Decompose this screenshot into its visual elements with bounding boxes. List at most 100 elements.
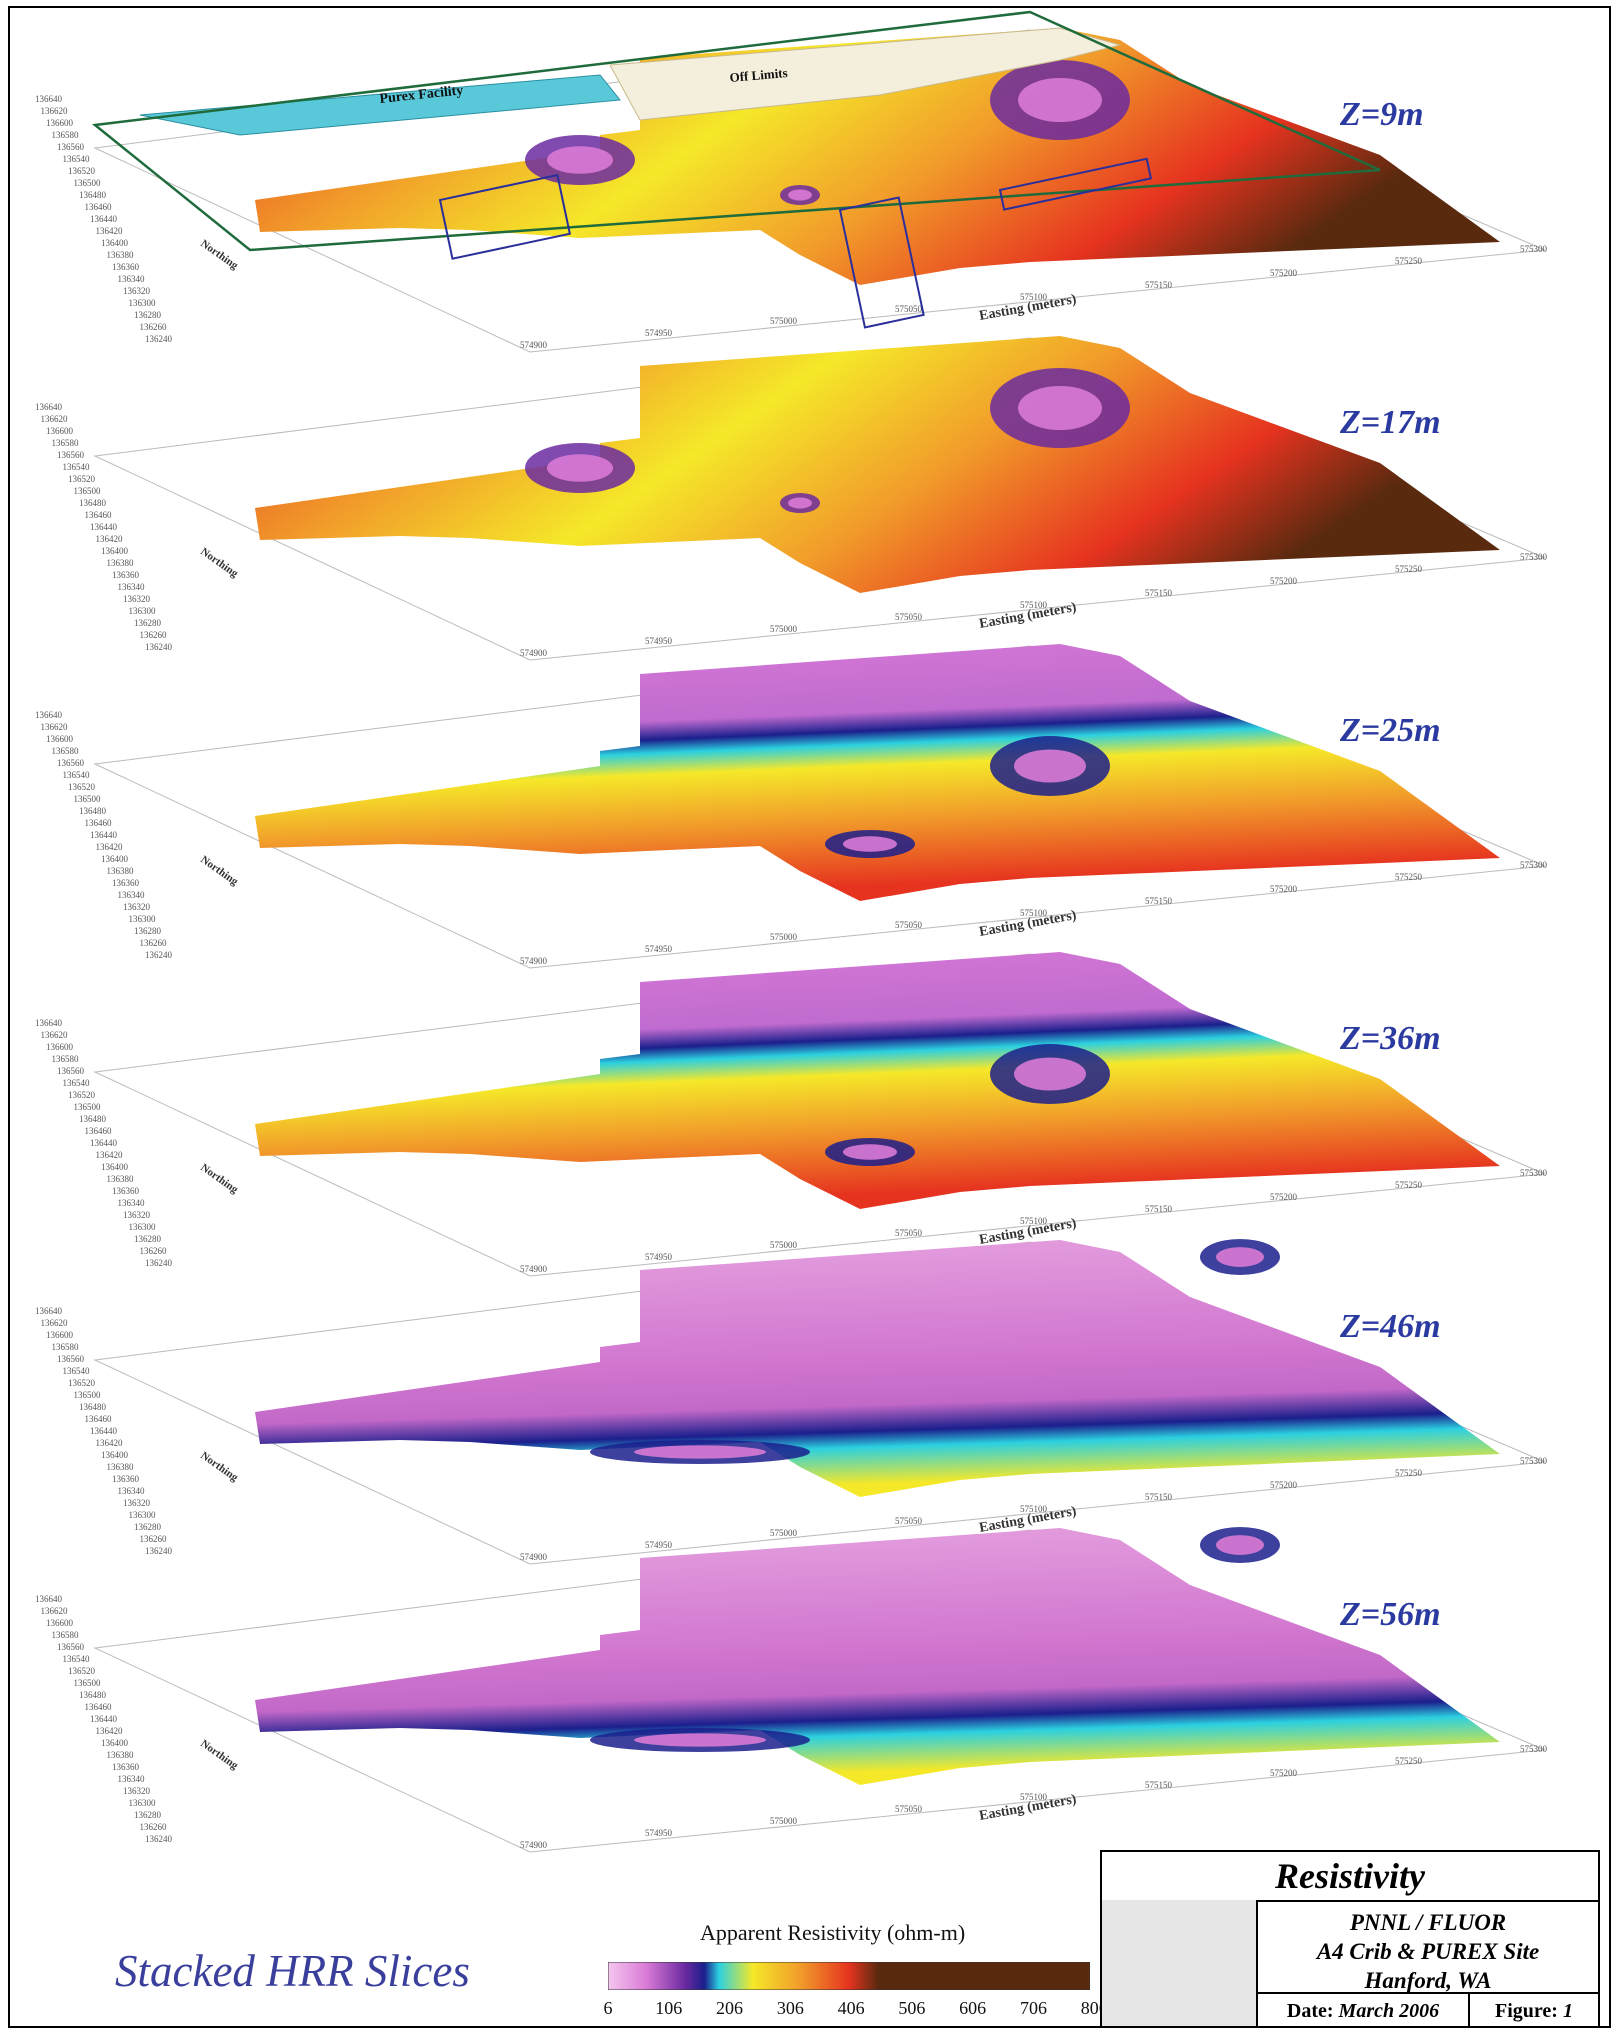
northing-tick: 136360	[112, 1186, 140, 1196]
northing-tick: 136320	[123, 902, 151, 912]
anomaly-core	[1014, 1057, 1086, 1091]
northing-tick: 136580	[52, 1342, 80, 1352]
easting-tick: 575250	[1395, 564, 1423, 574]
northing-tick: 136360	[112, 262, 140, 272]
easting-tick: 574950	[645, 1540, 673, 1550]
date-value: March 2006	[1338, 2000, 1440, 2022]
northing-tick: 136420	[96, 1726, 124, 1736]
legend-tick: 6	[603, 1998, 613, 2018]
legend-title: Apparent Resistivity (ohm-m)	[700, 1920, 966, 1945]
northing-tick: 136560	[57, 758, 85, 768]
easting-tick: 575050	[895, 304, 923, 314]
northing-tick: 136400	[101, 1450, 129, 1460]
northing-tick: 136320	[123, 286, 151, 296]
anomaly-core	[1018, 78, 1102, 122]
resistivity-surface	[255, 1240, 1500, 1497]
northing-tick: 136560	[57, 1066, 85, 1076]
easting-tick: 575300	[1520, 1456, 1548, 1466]
easting-tick: 575200	[1270, 884, 1298, 894]
easting-tick: 575300	[1520, 552, 1548, 562]
northing-tick: 136520	[68, 166, 96, 176]
easting-tick: 575000	[770, 316, 798, 326]
northing-tick: 136480	[79, 1402, 107, 1412]
easting-tick: 574950	[645, 1252, 673, 1262]
northing-tick: 136600	[46, 734, 74, 744]
easting-tick: 574900	[520, 1840, 548, 1850]
easting-tick: 575000	[770, 932, 798, 942]
easting-tick: 575150	[1145, 1204, 1173, 1214]
northing-tick: 136420	[96, 1438, 124, 1448]
northing-tick: 136280	[134, 1810, 162, 1820]
northing-tick: 136480	[79, 190, 107, 200]
northing-tick: 136620	[41, 414, 69, 424]
northing-tick: 136500	[74, 794, 102, 804]
northing-tick: 136340	[118, 582, 146, 592]
northing-tick: 136500	[74, 1678, 102, 1688]
northing-tick: 136580	[52, 1630, 80, 1640]
org-line-1: PNNL / FLUOR	[1349, 1910, 1507, 1935]
slice-1: 136640 136620 136600 136580 136560 136540 1365…	[35, 10, 1548, 353]
easting-tick: 574900	[520, 648, 548, 658]
easting-tick: 574950	[645, 636, 673, 646]
slice-3: 136640 136620 136600 136580 136560 136540 1365…	[35, 644, 1548, 969]
northing-tick: 136540	[63, 1654, 91, 1664]
northing-tick: 136540	[63, 1078, 91, 1088]
northing-tick: 136600	[46, 426, 74, 436]
northing-tick: 136480	[79, 1690, 107, 1700]
northing-tick: 136520	[68, 1666, 96, 1676]
northing-tick: 136480	[79, 806, 107, 816]
easting-tick: 575100	[1020, 292, 1048, 302]
date-label: Date:	[1286, 2000, 1334, 2022]
easting-tick: 574900	[520, 956, 548, 966]
northing-tick: 136640	[35, 402, 63, 412]
northing-tick: 136620	[41, 1606, 69, 1616]
anomaly-core	[788, 497, 812, 509]
northing-tick: 136540	[63, 1366, 91, 1376]
northing-tick: 136640	[35, 1018, 63, 1028]
northing-tick: 136520	[68, 1378, 96, 1388]
northing-tick: 136400	[101, 238, 129, 248]
resistivity-surface	[255, 952, 1500, 1209]
northing-axis-title: Northing	[198, 1450, 240, 1485]
easting-tick: 575000	[770, 624, 798, 634]
northing-tick: 136300	[129, 1510, 157, 1520]
northing-tick: 136420	[96, 842, 124, 852]
northing-tick: 136440	[90, 1426, 118, 1436]
easting-tick: 575150	[1145, 588, 1173, 598]
easting-tick: 575250	[1395, 1756, 1423, 1766]
slice-2: 136640 136620 136600 136580 136560 136540 1365…	[35, 336, 1548, 661]
easting-tick: 574900	[520, 1552, 548, 1562]
northing-tick: 136500	[74, 178, 102, 188]
easting-tick: 575200	[1270, 1768, 1298, 1778]
northing-tick: 136620	[41, 722, 69, 732]
northing-tick: 136460	[85, 1414, 113, 1424]
easting-tick: 575150	[1145, 280, 1173, 290]
resistivity-color-bar	[608, 1962, 1090, 1990]
easting-tick: 575200	[1270, 1480, 1298, 1490]
depth-label: Z=36m	[1339, 1020, 1441, 1057]
anomaly-core	[788, 189, 812, 201]
northing-tick: 136380	[107, 250, 135, 260]
northing-tick: 136360	[112, 1474, 140, 1484]
northing-tick: 136580	[52, 1054, 80, 1064]
site-boundary	[91, 10, 1381, 252]
northing-tick: 136260	[140, 630, 168, 640]
northing-tick: 136540	[63, 770, 91, 780]
northing-tick: 136240	[145, 950, 173, 960]
easting-tick: 575200	[1270, 576, 1298, 586]
northing-tick: 136560	[57, 1642, 85, 1652]
northing-tick: 136260	[140, 322, 168, 332]
resistivity-surface	[255, 1528, 1500, 1785]
easting-tick: 574950	[645, 328, 673, 338]
northing-tick: 136620	[41, 106, 69, 116]
easting-tick: 575050	[895, 920, 923, 930]
legend-tick: 206	[716, 1998, 744, 2018]
northing-tick: 136460	[85, 510, 113, 520]
legend-tick: 606	[959, 1998, 987, 2018]
depth-label: Z=56m	[1339, 1596, 1441, 1633]
northing-tick: 136640	[35, 1306, 63, 1316]
anomaly-core	[1014, 749, 1086, 783]
northing-tick: 136560	[57, 1354, 85, 1364]
northing-tick: 136280	[134, 1234, 162, 1244]
northing-tick: 136340	[118, 274, 146, 284]
